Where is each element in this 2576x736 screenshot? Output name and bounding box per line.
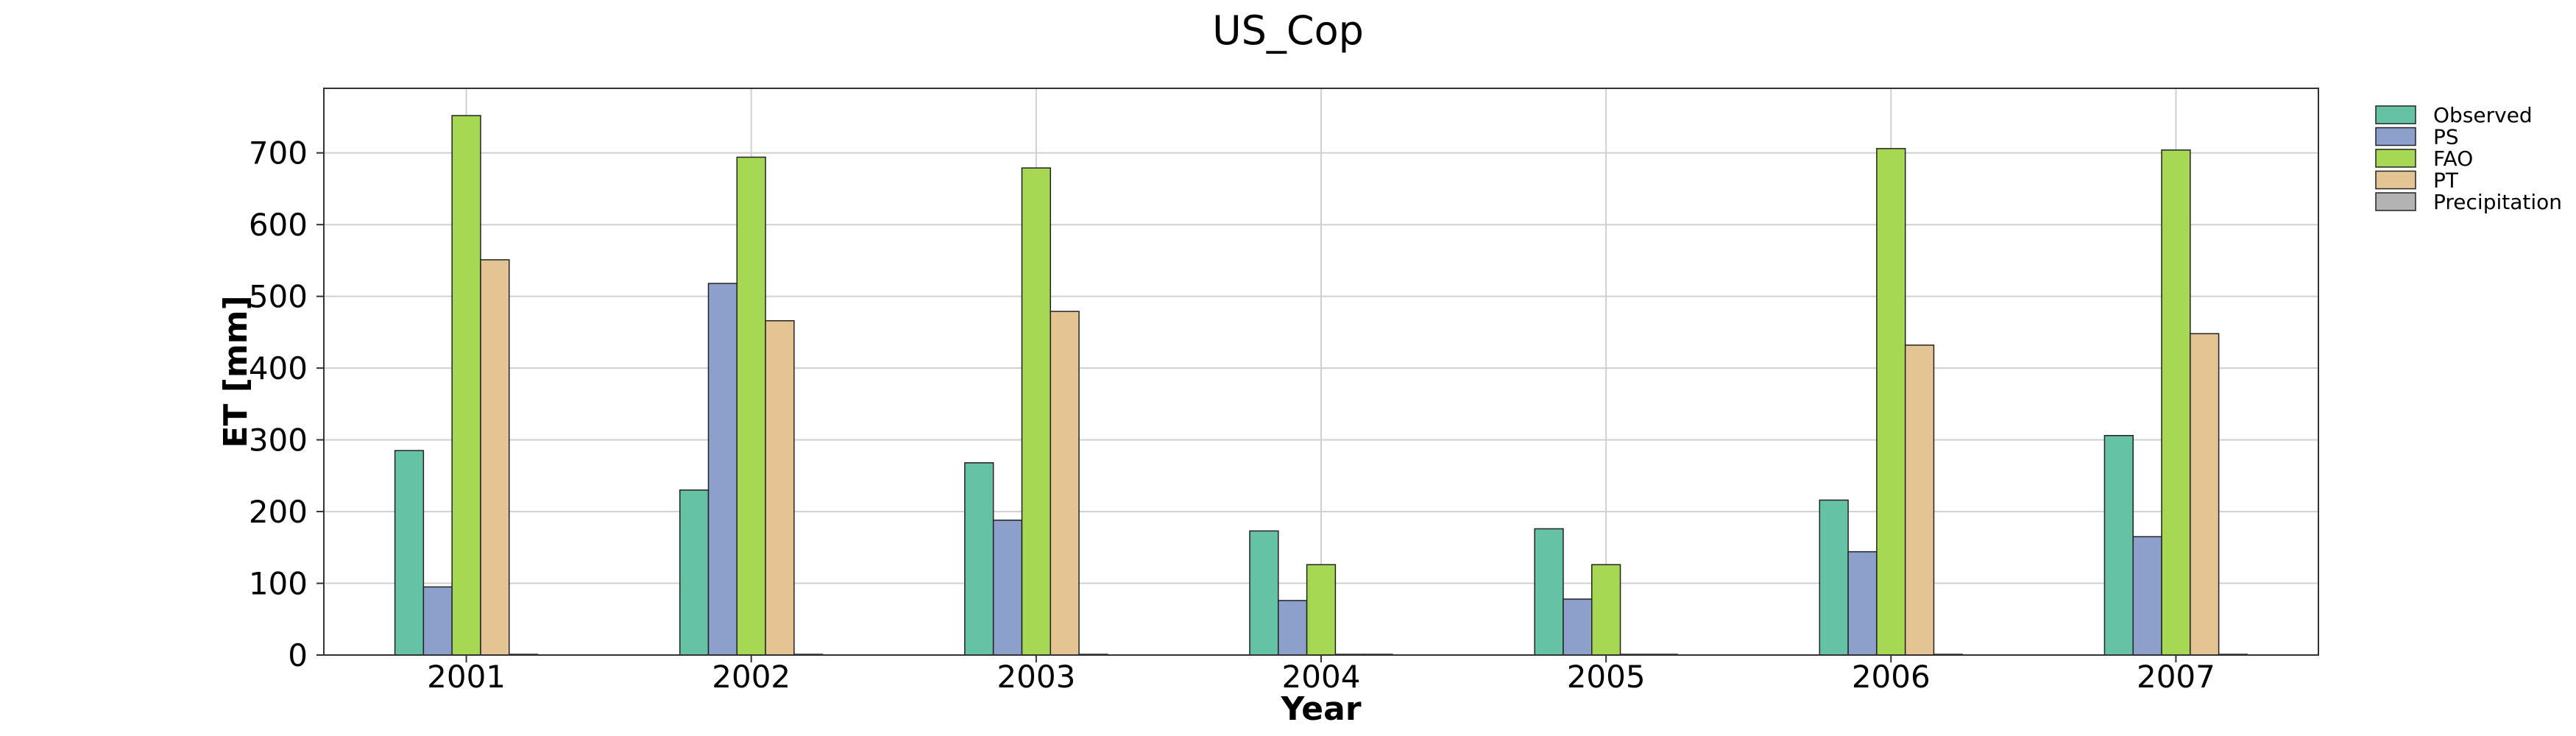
legend-label-ps: PS bbox=[2433, 125, 2459, 149]
legend-swatch-observed bbox=[2375, 105, 2416, 124]
x-tick-label: 2007 bbox=[2137, 659, 2215, 695]
legend-swatch-fao bbox=[2375, 149, 2416, 168]
bar-observed-2001 bbox=[394, 450, 425, 656]
bar-ps-2006 bbox=[1847, 551, 1878, 656]
bar-ps-2001 bbox=[422, 586, 453, 656]
x-axis-label: Year bbox=[1280, 690, 1361, 728]
y-tick-label: 400 bbox=[249, 350, 308, 386]
y-tick-label: 100 bbox=[249, 566, 308, 602]
y-tick-label: 700 bbox=[249, 135, 308, 171]
y-tick-label: 300 bbox=[249, 422, 308, 459]
bar-ps-2002 bbox=[707, 283, 738, 656]
bar-fao-2007 bbox=[2161, 149, 2191, 656]
legend-swatch-precipitation bbox=[2375, 192, 2416, 211]
bar-fao-2006 bbox=[1876, 148, 1906, 656]
bar-pt-2001 bbox=[480, 259, 510, 656]
y-ticks: 0 100 200 300 400 500 600 700 bbox=[249, 135, 324, 673]
y-tick-label: 200 bbox=[249, 494, 308, 530]
bar-ps-2004 bbox=[1278, 600, 1308, 656]
bar-fao-2002 bbox=[736, 156, 766, 656]
bar-pt-2002 bbox=[765, 320, 795, 656]
bar-fao-2001 bbox=[451, 115, 481, 656]
y-axis-label: ET [mm] bbox=[217, 295, 255, 447]
y-tick-label: 600 bbox=[249, 207, 308, 243]
bar-pt-2007 bbox=[2190, 333, 2220, 656]
bar-fao-2003 bbox=[1021, 167, 1052, 656]
bar-fao-2004 bbox=[1306, 564, 1337, 656]
bar-observed-2005 bbox=[1534, 528, 1564, 656]
bar-fao-2005 bbox=[1590, 564, 1621, 656]
bar-observed-2003 bbox=[964, 462, 994, 656]
chart-title: US_Cop bbox=[1212, 7, 1364, 54]
x-tick-label: 2003 bbox=[997, 659, 1075, 695]
x-tick-label: 2002 bbox=[712, 659, 790, 695]
bar-observed-2002 bbox=[679, 489, 710, 656]
x-tick-label: 2001 bbox=[427, 659, 506, 695]
legend-label-observed: Observed bbox=[2433, 103, 2533, 127]
bar-ps-2003 bbox=[992, 520, 1023, 656]
x-tick-label: 2005 bbox=[1567, 659, 1646, 695]
bar-pt-2006 bbox=[1904, 344, 1935, 656]
bar-observed-2004 bbox=[1249, 530, 1279, 656]
x-tick-label: 2006 bbox=[1852, 659, 1931, 695]
bar-observed-2006 bbox=[1819, 499, 1849, 656]
x-ticks: 2001 2002 2003 2004 2005 2006 2007 bbox=[427, 655, 2215, 695]
legend-label-precipitation: Precipitation bbox=[2433, 190, 2562, 214]
legend-swatch-pt bbox=[2375, 170, 2416, 190]
bar-ps-2007 bbox=[2132, 536, 2162, 656]
bar-ps-2005 bbox=[1563, 598, 1593, 656]
bar-observed-2007 bbox=[2103, 434, 2134, 656]
bar-pt-2003 bbox=[1050, 311, 1080, 656]
legend-label-pt: PT bbox=[2433, 169, 2459, 193]
legend-swatch-ps bbox=[2375, 127, 2416, 146]
y-tick-label: 0 bbox=[288, 637, 308, 673]
y-tick-label: 500 bbox=[249, 279, 308, 315]
x-tick-label: 2004 bbox=[1282, 659, 1361, 695]
legend-label-fao: FAO bbox=[2433, 146, 2473, 171]
